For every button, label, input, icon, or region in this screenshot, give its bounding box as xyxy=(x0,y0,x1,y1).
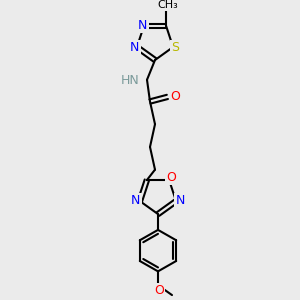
Text: N: N xyxy=(131,194,141,207)
Text: CH₃: CH₃ xyxy=(158,0,178,11)
Text: O: O xyxy=(154,284,164,297)
Text: O: O xyxy=(170,90,180,104)
Text: N: N xyxy=(130,40,140,54)
Text: HN: HN xyxy=(120,74,139,87)
Text: S: S xyxy=(171,40,179,54)
Text: N: N xyxy=(176,194,185,207)
Text: O: O xyxy=(166,171,176,184)
Text: N: N xyxy=(138,19,148,32)
